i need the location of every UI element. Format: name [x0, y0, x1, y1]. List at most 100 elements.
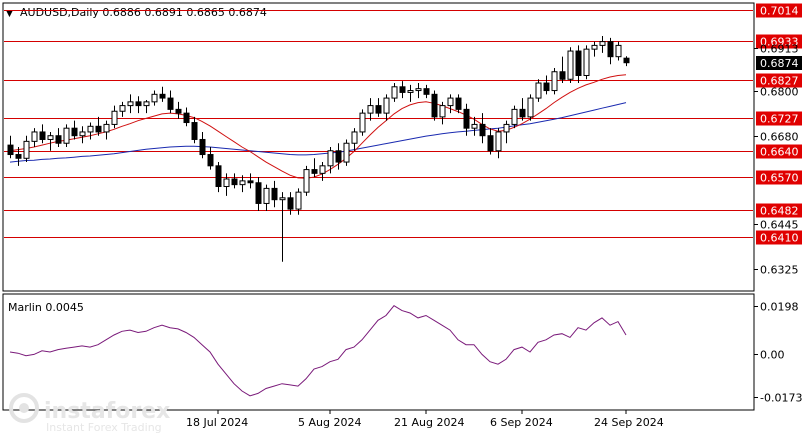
- candle: [287, 192, 294, 215]
- candle-body: [455, 97, 462, 110]
- level-label-bg: [756, 144, 802, 159]
- level-label: 0.6640: [760, 146, 799, 159]
- candle-body: [119, 105, 126, 112]
- candles: [7, 35, 630, 262]
- candle-body: [343, 142, 350, 163]
- candle-body: [255, 182, 262, 204]
- candle: [583, 45, 590, 80]
- candle: [199, 131, 206, 159]
- candle-body: [287, 197, 294, 210]
- candle: [31, 128, 38, 147]
- horizontal-levels: 0.7014 0.6933 0.6827 0.6727 0.6640 0.6570 0.64…: [4, 3, 802, 245]
- candle-body: [431, 93, 438, 118]
- date-axis: 18 Jul 2024 5 Aug 2024 21 Aug 2024 6 Sep 20…: [186, 410, 664, 429]
- level-label-bg: [756, 203, 802, 218]
- candle: [343, 139, 350, 166]
- candle-body: [231, 178, 238, 186]
- chart-title: AUDUSD,Daily 0.6886 0.6891 0.6865 0.6874: [20, 6, 267, 19]
- date-label: 18 Jul 2024: [186, 416, 248, 429]
- level-label: 0.6827: [760, 75, 799, 88]
- candle-body: [63, 127, 70, 144]
- candle-body: [279, 197, 286, 201]
- level-label: 0.7014: [760, 5, 799, 18]
- candle-body: [55, 135, 62, 144]
- instaforex-logo-icon: [9, 393, 39, 423]
- candle-body: [71, 127, 78, 137]
- level-label-bg: [756, 111, 802, 126]
- indicator-line: [9, 305, 627, 397]
- candle-body: [615, 44, 622, 58]
- indicator-title: Marlin 0.0045: [8, 301, 84, 314]
- indicator-tick-label: 0.0198: [760, 301, 799, 314]
- moving-averages: [9, 74, 627, 179]
- candle-body: [103, 123, 110, 133]
- candle: [311, 158, 318, 178]
- candle-body: [15, 154, 22, 159]
- level-label: 0.6410: [760, 232, 799, 245]
- candle: [151, 90, 158, 106]
- candle-body: [207, 154, 214, 167]
- date-label: 5 Aug 2024: [298, 416, 361, 429]
- candle-body: [271, 187, 278, 201]
- candle: [103, 120, 110, 140]
- candle-body: [311, 169, 318, 174]
- candle: [615, 41, 622, 61]
- candle: [71, 120, 78, 140]
- candle: [415, 83, 422, 99]
- candle-body: [383, 97, 390, 114]
- level-label: 0.6482: [760, 205, 799, 218]
- candle: [63, 124, 70, 147]
- candle: [575, 45, 582, 84]
- candle: [503, 120, 510, 144]
- candle: [183, 107, 190, 127]
- candle: [255, 177, 262, 211]
- candle: [439, 101, 446, 125]
- candle: [223, 173, 230, 196]
- candle-body: [367, 105, 374, 114]
- candle-body: [559, 71, 566, 80]
- collapse-triangle-icon[interactable]: ▼: [6, 9, 13, 19]
- candle: [239, 175, 246, 193]
- candle-body: [175, 108, 182, 114]
- current-price-label-bg: [756, 56, 802, 70]
- candle-body: [159, 93, 166, 99]
- candle: [127, 94, 134, 114]
- candle-body: [519, 108, 526, 118]
- candle-body: [263, 187, 270, 204]
- candle-body: [79, 131, 86, 137]
- candle: [527, 94, 534, 121]
- indicator-frame: [2, 293, 755, 411]
- level-label: 0.6727: [760, 113, 799, 126]
- brand-tagline: Instant Forex Trading: [46, 421, 162, 434]
- level-label-bg: [756, 73, 802, 88]
- candle: [7, 135, 14, 159]
- candle-body: [375, 105, 382, 114]
- level-label-bg: [756, 34, 802, 49]
- candle-body: [399, 86, 406, 93]
- candle: [367, 98, 374, 121]
- candle-body: [303, 169, 310, 193]
- candle-body: [87, 125, 94, 133]
- candle: [159, 86, 166, 102]
- candle-body: [623, 57, 630, 64]
- candle: [607, 37, 614, 65]
- candle: [191, 116, 198, 144]
- candle: [135, 96, 142, 114]
- candle: [487, 128, 494, 155]
- price-tick-label: 0.6445: [760, 219, 799, 232]
- candle-body: [567, 50, 574, 80]
- level-label: 0.6570: [760, 172, 799, 185]
- candle: [543, 75, 550, 95]
- candle: [175, 101, 182, 119]
- candle: [471, 116, 478, 136]
- candle-body: [351, 131, 358, 144]
- candle: [359, 109, 366, 136]
- price-tick-label: 0.6680: [760, 131, 799, 144]
- candle-body: [127, 101, 134, 107]
- candle: [535, 79, 542, 102]
- brand-name: instaforex: [44, 399, 170, 424]
- candle-body: [295, 191, 302, 210]
- candle-body: [223, 178, 230, 188]
